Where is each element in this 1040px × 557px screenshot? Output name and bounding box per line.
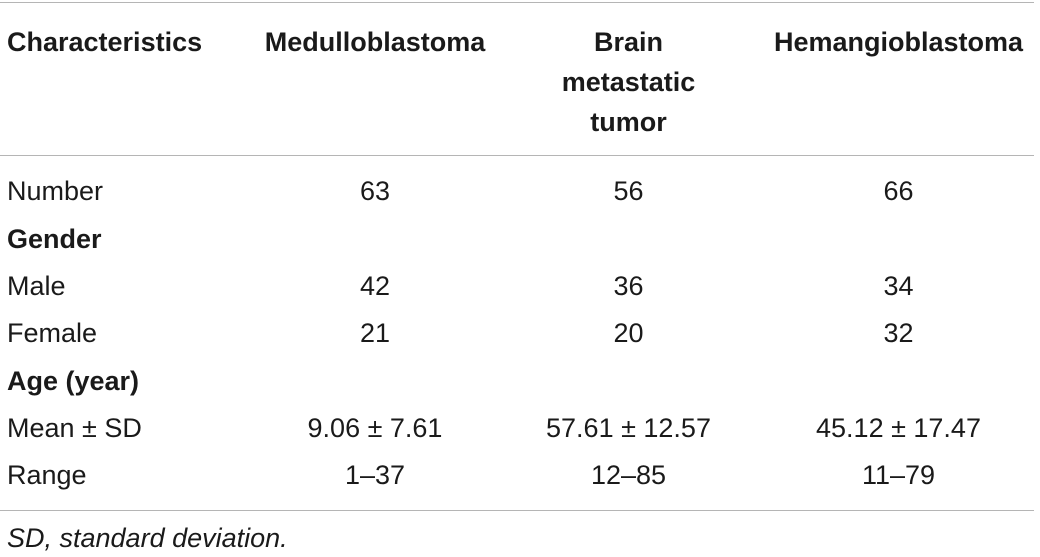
table-row: Male 42 36 34 xyxy=(0,266,1040,306)
cell-hemangioblastoma: 34 xyxy=(883,271,914,301)
cell-medulloblastoma: 9.06 ± 7.61 xyxy=(307,413,443,443)
header-brain-metastatic-tumor-line-2: metastatic xyxy=(561,67,696,97)
table-header-rule xyxy=(0,155,1034,156)
table-section-row: Age (year) xyxy=(0,361,1040,401)
cell-hemangioblastoma: 32 xyxy=(883,318,914,348)
cell-brain-metastatic-tumor: 20 xyxy=(613,318,644,348)
table-row: Number 63 56 66 xyxy=(0,171,1040,211)
table-row: Mean ± SD 9.06 ± 7.61 57.61 ± 12.57 45.1… xyxy=(0,408,1040,448)
row-label: Male xyxy=(7,271,66,301)
header-brain-metastatic-tumor-line-3: tumor xyxy=(590,107,667,137)
cell-hemangioblastoma: 45.12 ± 17.47 xyxy=(816,413,981,443)
section-label: Gender xyxy=(7,224,102,254)
header-hemangioblastoma: Hemangioblastoma xyxy=(773,27,1024,57)
cell-medulloblastoma: 42 xyxy=(359,271,391,301)
section-label: Age (year) xyxy=(7,366,140,396)
cell-medulloblastoma: 63 xyxy=(359,176,391,206)
cell-brain-metastatic-tumor: 57.61 ± 12.57 xyxy=(546,413,711,443)
table-bottom-rule xyxy=(0,510,1034,511)
header-medulloblastoma: Medulloblastoma xyxy=(264,27,486,57)
cell-medulloblastoma: 21 xyxy=(359,318,391,348)
table-top-rule xyxy=(0,2,1034,3)
cell-hemangioblastoma: 11–79 xyxy=(861,460,936,490)
header-brain-metastatic-tumor: Brain metastatic tumor xyxy=(500,22,757,142)
cell-brain-metastatic-tumor: 12–85 xyxy=(590,460,667,490)
table-row: Female 21 20 32 xyxy=(0,313,1040,353)
row-label: Female xyxy=(7,318,98,348)
row-label: Range xyxy=(7,460,87,490)
header-characteristics: Characteristics xyxy=(7,27,203,57)
cell-brain-metastatic-tumor: 56 xyxy=(613,176,644,206)
header-brain-metastatic-tumor-line-1: Brain xyxy=(593,27,664,57)
cell-medulloblastoma: 1–37 xyxy=(344,460,406,490)
table-footnote: SD, standard deviation. xyxy=(7,523,288,553)
table-row: Range 1–37 12–85 11–79 xyxy=(0,455,1040,495)
table-section-row: Gender xyxy=(0,219,1040,259)
cell-hemangioblastoma: 66 xyxy=(883,176,914,206)
cell-brain-metastatic-tumor: 36 xyxy=(613,271,644,301)
row-label: Mean ± SD xyxy=(7,413,142,443)
row-label: Number xyxy=(7,176,104,206)
